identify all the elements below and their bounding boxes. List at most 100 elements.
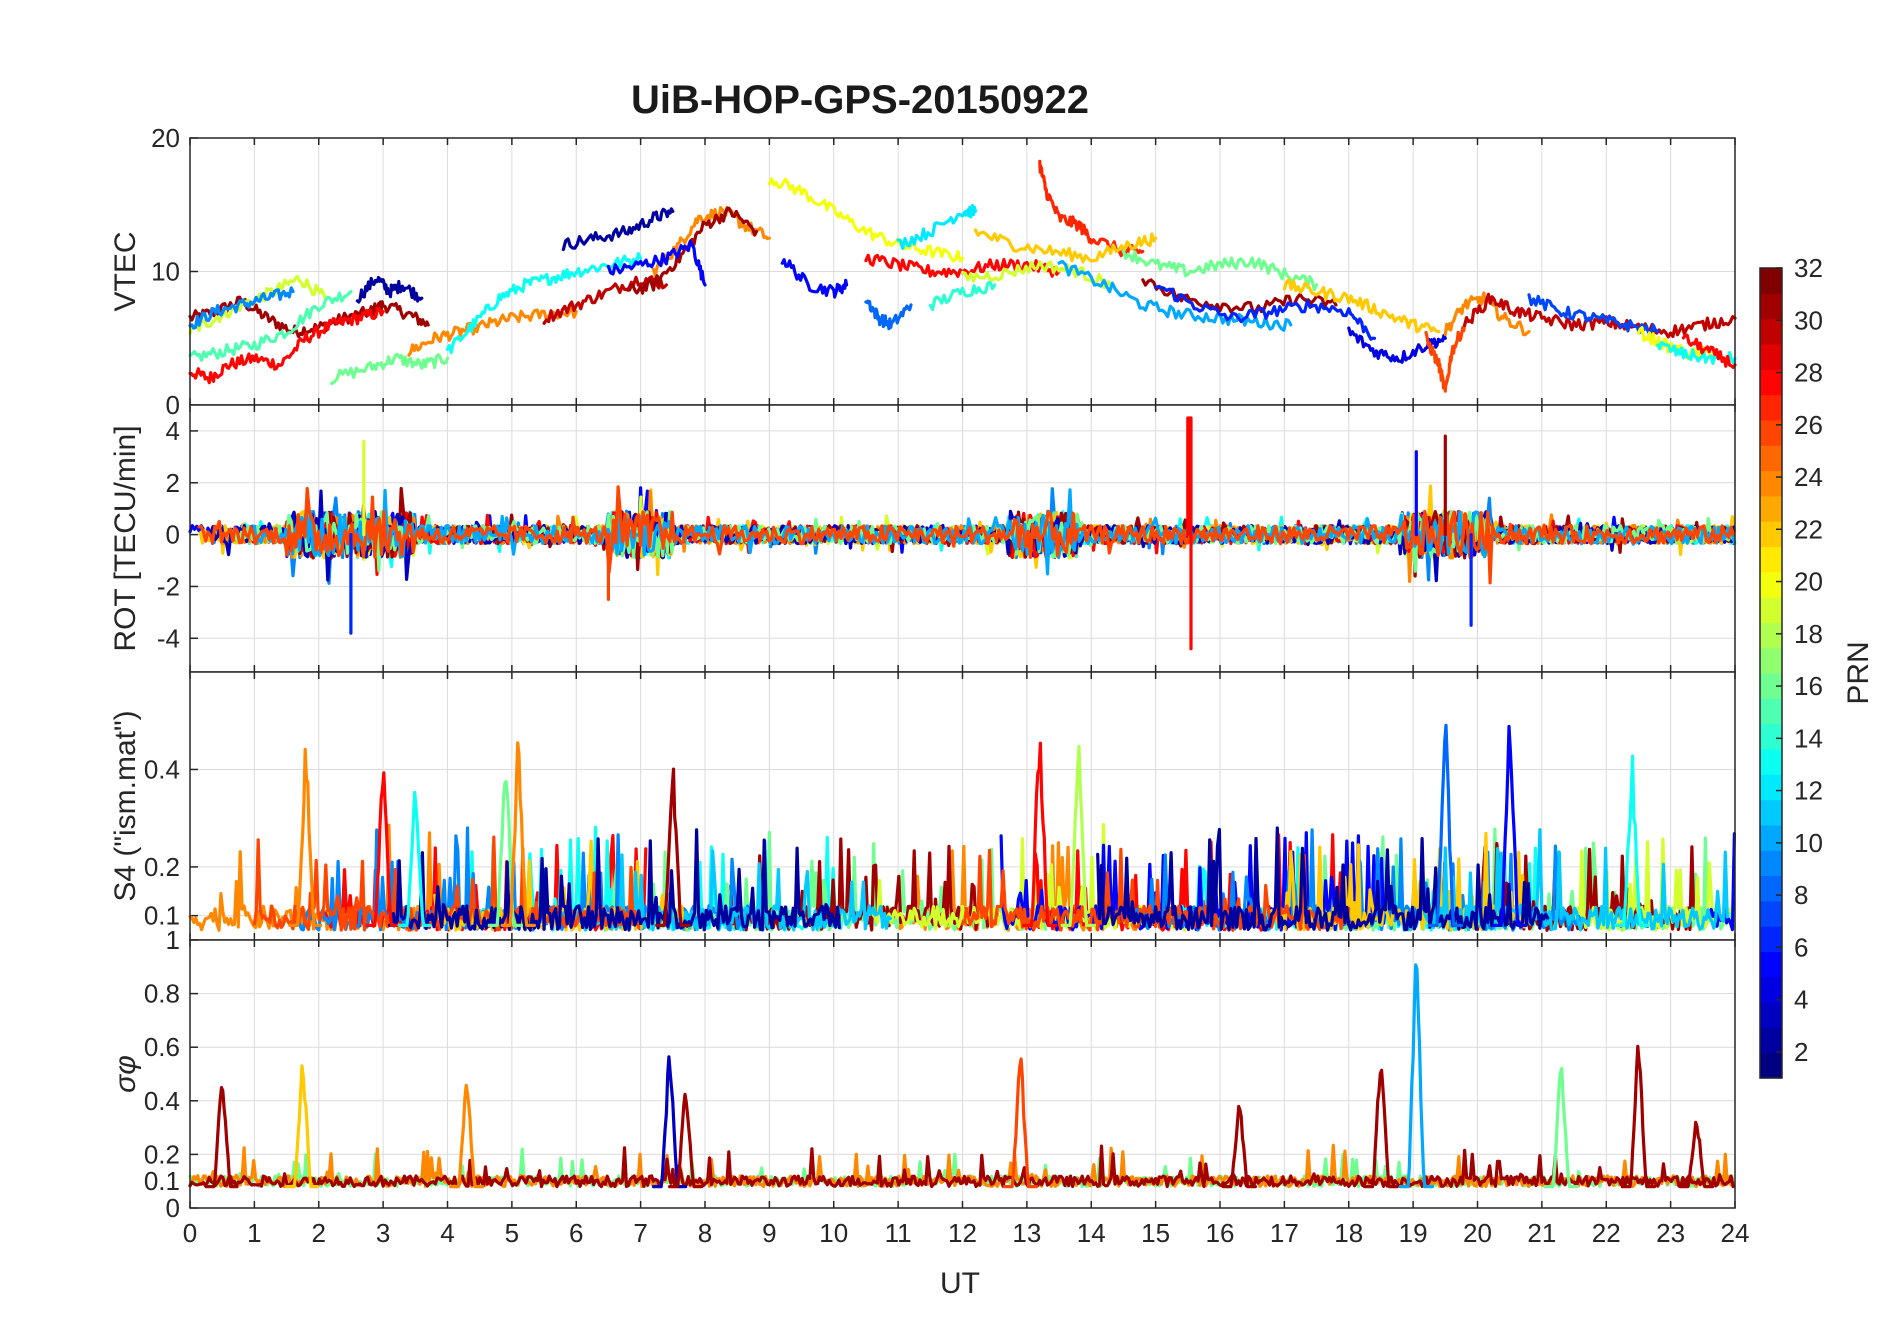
vtec-series-line bbox=[1636, 326, 1718, 360]
colorbar-tick-label: 14 bbox=[1794, 723, 1823, 753]
y-axis-label: ROT [TECU/min] bbox=[109, 425, 142, 651]
y-axis-label: VTEC bbox=[109, 231, 142, 311]
colorbar-swatch bbox=[1760, 369, 1782, 396]
x-tick-label: 13 bbox=[1012, 1218, 1041, 1248]
s4-peak-line bbox=[288, 747, 323, 927]
rot-panel: -4 -2 0 2 4 ROT [TECU/min] bbox=[109, 404, 1737, 673]
colorbar-tick-label: 24 bbox=[1794, 462, 1823, 492]
colorbar-swatch bbox=[1760, 900, 1782, 927]
s4-peak-line bbox=[1427, 723, 1463, 927]
sigma-peak-line bbox=[1543, 1066, 1579, 1189]
sigma-phi-panel: 00.10.20.40.60.810 1 2 3 4 5 6 7 8 9 10 11 12 13 14 15 1… bbox=[109, 925, 1749, 1248]
sigma-peak-line bbox=[1002, 1057, 1039, 1189]
y-tick-label: 2 bbox=[166, 468, 180, 498]
colorbar-tick-label: 2 bbox=[1794, 1037, 1808, 1067]
vtec-series-line bbox=[896, 204, 977, 250]
x-tick-label: 11 bbox=[885, 1218, 912, 1248]
colorbar-tick-label: 18 bbox=[1794, 619, 1823, 649]
s4-series-line bbox=[388, 828, 842, 932]
y-tick-label: 0.2 bbox=[144, 852, 180, 882]
colorbar-swatch bbox=[1760, 723, 1782, 750]
colorbar-swatch bbox=[1760, 951, 1782, 978]
x-tick-label: 6 bbox=[569, 1218, 583, 1248]
colorbar-swatch bbox=[1760, 597, 1782, 623]
colorbar-swatch bbox=[1760, 445, 1782, 472]
vtec-series-line bbox=[928, 280, 997, 312]
y-tick-label: 0.1 bbox=[144, 1166, 180, 1196]
colorbar-swatch bbox=[1760, 394, 1782, 421]
colorbar-swatch bbox=[1760, 774, 1782, 801]
colorbar-swatch bbox=[1760, 1002, 1782, 1028]
y-tick-label: 0 bbox=[166, 390, 180, 420]
colorbar-tick-label: 26 bbox=[1794, 410, 1823, 440]
x-tick-label: 24 bbox=[1721, 1218, 1750, 1248]
colorbar-frame bbox=[1759, 267, 1783, 1079]
figure-title: UiB-HOP-GPS-20150922 bbox=[631, 78, 1089, 122]
colorbar-swatch bbox=[1760, 622, 1782, 649]
colorbar-tick-label: 12 bbox=[1794, 776, 1823, 806]
vtec-series-line bbox=[1527, 293, 1660, 337]
vtec-panel: 0 10 20 VTEC bbox=[109, 123, 1737, 420]
x-tick-label: 15 bbox=[1141, 1218, 1170, 1248]
vtec-series-line bbox=[767, 177, 965, 263]
vtec-series-line bbox=[188, 306, 385, 385]
y-tick-label: 10 bbox=[151, 257, 180, 287]
sigma-peak-line bbox=[1398, 963, 1434, 1189]
colorbar-tick-label: 20 bbox=[1794, 567, 1823, 597]
colorbar-swatch bbox=[1760, 824, 1782, 851]
vtec-series-line bbox=[626, 206, 759, 295]
vtec-series-line bbox=[1443, 291, 1531, 337]
x-tick-label: 9 bbox=[762, 1218, 776, 1248]
colorbar-tick-label: 16 bbox=[1794, 671, 1823, 701]
sigma-series-line bbox=[188, 1144, 1735, 1189]
colorbar-swatch bbox=[1760, 293, 1782, 320]
s4-peak-line bbox=[487, 779, 524, 927]
vtec-series-line bbox=[561, 207, 675, 252]
vtec-series-line bbox=[606, 239, 707, 287]
colorbar-swatch bbox=[1760, 343, 1782, 370]
x-tick-label: 18 bbox=[1334, 1218, 1363, 1248]
sigma-peak-line bbox=[285, 1064, 320, 1189]
vtec-series-line bbox=[973, 228, 1158, 264]
x-tick-label: 3 bbox=[376, 1218, 390, 1248]
colorbar-tick-label: 32 bbox=[1794, 253, 1823, 283]
colorbar-swatch bbox=[1760, 571, 1782, 598]
colorbar-swatch bbox=[1760, 318, 1782, 345]
s4-series-line bbox=[1096, 826, 1550, 932]
rot-spike-line bbox=[1186, 416, 1193, 651]
y-tick-label: 0.1 bbox=[144, 901, 180, 931]
s4-series-line bbox=[1405, 828, 1729, 932]
sigma-peak-line bbox=[1221, 1104, 1257, 1189]
s4-peak-line bbox=[365, 771, 400, 927]
rot-series-line bbox=[197, 485, 1735, 585]
x-tick-label: 5 bbox=[505, 1218, 519, 1248]
sigma-peak-line bbox=[668, 1092, 704, 1189]
y-tick-label: 0.2 bbox=[144, 1139, 180, 1169]
colorbar-tick-label: 10 bbox=[1794, 828, 1823, 858]
colorbar-tick-label: 4 bbox=[1794, 985, 1808, 1015]
s4-peak-line bbox=[1492, 724, 1528, 927]
y-tick-label: 4 bbox=[166, 416, 180, 446]
s4-panel: 0.1 0.2 0.4S4 ("ism.mat") bbox=[109, 671, 1736, 941]
y-tick-label: 0.6 bbox=[144, 1032, 180, 1062]
s4-peak-line bbox=[655, 767, 691, 927]
colorbar-swatch bbox=[1760, 850, 1782, 877]
y-axis-label: σφ bbox=[109, 1055, 142, 1093]
vtec-series-line bbox=[1154, 285, 1377, 341]
colorbar-tick-label: 22 bbox=[1794, 514, 1823, 544]
sigma-peak-line bbox=[1620, 1044, 1657, 1189]
colorbar-swatch bbox=[1760, 647, 1782, 674]
vtec-series-line bbox=[960, 260, 1113, 290]
colorbar-swatch bbox=[1760, 521, 1782, 548]
vtec-series-line bbox=[864, 299, 913, 331]
vtec-series-line bbox=[780, 258, 849, 299]
vtec-series-line bbox=[1121, 249, 1319, 292]
colorbar-tick-label: 28 bbox=[1794, 358, 1823, 388]
x-tick-label: 16 bbox=[1206, 1218, 1235, 1248]
colorbar-swatch bbox=[1760, 673, 1782, 699]
s4-peak-line bbox=[1022, 741, 1058, 927]
x-tick-label: 1 bbox=[247, 1218, 261, 1248]
y-tick-label: 0.4 bbox=[144, 1086, 180, 1116]
